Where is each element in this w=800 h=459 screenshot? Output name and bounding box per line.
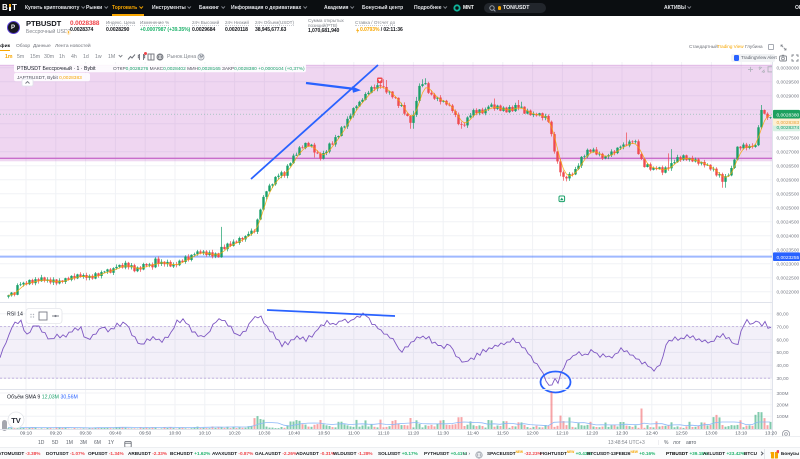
svg-text:12:30: 12:30 bbox=[616, 430, 628, 436]
svg-text:0,0023255: 0,0023255 bbox=[777, 255, 800, 261]
svg-text:11:20: 11:20 bbox=[408, 430, 420, 436]
svg-text:0,0030000: 0,0030000 bbox=[777, 66, 800, 72]
svg-text:0,0027500: 0,0027500 bbox=[777, 136, 800, 142]
svg-text:200M: 200M bbox=[777, 403, 789, 409]
svg-text:0,0023000: 0,0023000 bbox=[777, 262, 800, 268]
svg-text:12:00: 12:00 bbox=[527, 430, 539, 436]
svg-text:ОТКР0,0028276 МАКС0,0028402 МИ: ОТКР0,0028276 МАКС0,0028402 МИН0,0028165… bbox=[113, 66, 305, 72]
svg-text:11:50: 11:50 bbox=[497, 430, 509, 436]
svg-text:09:30: 09:30 bbox=[80, 430, 92, 436]
svg-text:0,0024000: 0,0024000 bbox=[777, 234, 800, 240]
svg-text:60,00: 60,00 bbox=[777, 337, 789, 343]
svg-text:12:10: 12:10 bbox=[556, 430, 568, 436]
svg-text:0,0028383: 0,0028383 bbox=[777, 120, 800, 126]
svg-text:Объём SMA 9 12,03M 30,56M: Объём SMA 9 12,03M 30,56M bbox=[7, 395, 78, 401]
svg-text:09:10: 09:10 bbox=[20, 430, 32, 436]
svg-text:0,0026000: 0,0026000 bbox=[777, 178, 800, 184]
svg-text:0,0025500: 0,0025500 bbox=[777, 192, 800, 198]
svg-text:30,00: 30,00 bbox=[777, 376, 789, 382]
svg-text:10:50: 10:50 bbox=[318, 430, 330, 436]
svg-text:10:10: 10:10 bbox=[199, 430, 211, 436]
svg-text:PTBUSDT Бессрочный · 1 · Bybit: PTBUSDT Бессрочный · 1 · Bybit bbox=[17, 65, 96, 72]
svg-text:12:50: 12:50 bbox=[676, 430, 688, 436]
svg-text:JAPTBUSDT, Bybit 0,0028383: JAPTBUSDT, Bybit 0,0028383 bbox=[17, 75, 82, 81]
svg-text:300M: 300M bbox=[777, 391, 789, 397]
svg-text:80,00: 80,00 bbox=[777, 312, 789, 318]
svg-text:13:00: 13:00 bbox=[705, 430, 717, 436]
svg-text:09:50: 09:50 bbox=[139, 430, 151, 436]
svg-text:12:40: 12:40 bbox=[646, 430, 658, 436]
svg-text:0,0024500: 0,0024500 bbox=[777, 220, 800, 226]
svg-text:10:20: 10:20 bbox=[229, 430, 241, 436]
svg-text:0,0022500: 0,0022500 bbox=[777, 276, 800, 282]
svg-text:0,0025000: 0,0025000 bbox=[777, 206, 800, 212]
svg-text:12:20: 12:20 bbox=[586, 430, 598, 436]
svg-text:0,0023500: 0,0023500 bbox=[777, 248, 800, 254]
svg-text:0,0028374: 0,0028374 bbox=[777, 125, 800, 131]
svg-text:13:10: 13:10 bbox=[735, 430, 747, 436]
svg-text:RSI 14: RSI 14 bbox=[7, 312, 23, 318]
svg-text:40,00: 40,00 bbox=[777, 363, 789, 369]
svg-text:11:30: 11:30 bbox=[437, 430, 449, 436]
svg-text:10:30: 10:30 bbox=[258, 430, 270, 436]
svg-text:11:40: 11:40 bbox=[467, 430, 479, 436]
svg-text:0,0022000: 0,0022000 bbox=[777, 290, 800, 296]
svg-text:10:00: 10:00 bbox=[169, 430, 181, 436]
svg-text:0,0029000: 0,0029000 bbox=[777, 94, 800, 100]
svg-text:13:20: 13:20 bbox=[765, 430, 777, 436]
svg-text:09:40: 09:40 bbox=[109, 430, 121, 436]
svg-text:50,00: 50,00 bbox=[777, 350, 789, 356]
svg-text:TV: TV bbox=[11, 416, 21, 425]
svg-text:0,0028380: 0,0028380 bbox=[777, 112, 800, 118]
svg-text:11:00: 11:00 bbox=[348, 430, 360, 436]
svg-text:11:10: 11:10 bbox=[378, 430, 390, 436]
svg-text:70,00: 70,00 bbox=[777, 324, 789, 330]
svg-text:10:40: 10:40 bbox=[288, 430, 300, 436]
svg-text:0,0029500: 0,0029500 bbox=[777, 80, 800, 86]
svg-text:100M: 100M bbox=[777, 414, 789, 420]
svg-text:09:20: 09:20 bbox=[50, 430, 62, 436]
svg-text:0,0026500: 0,0026500 bbox=[777, 164, 800, 170]
svg-text:0,0027000: 0,0027000 bbox=[777, 150, 800, 156]
